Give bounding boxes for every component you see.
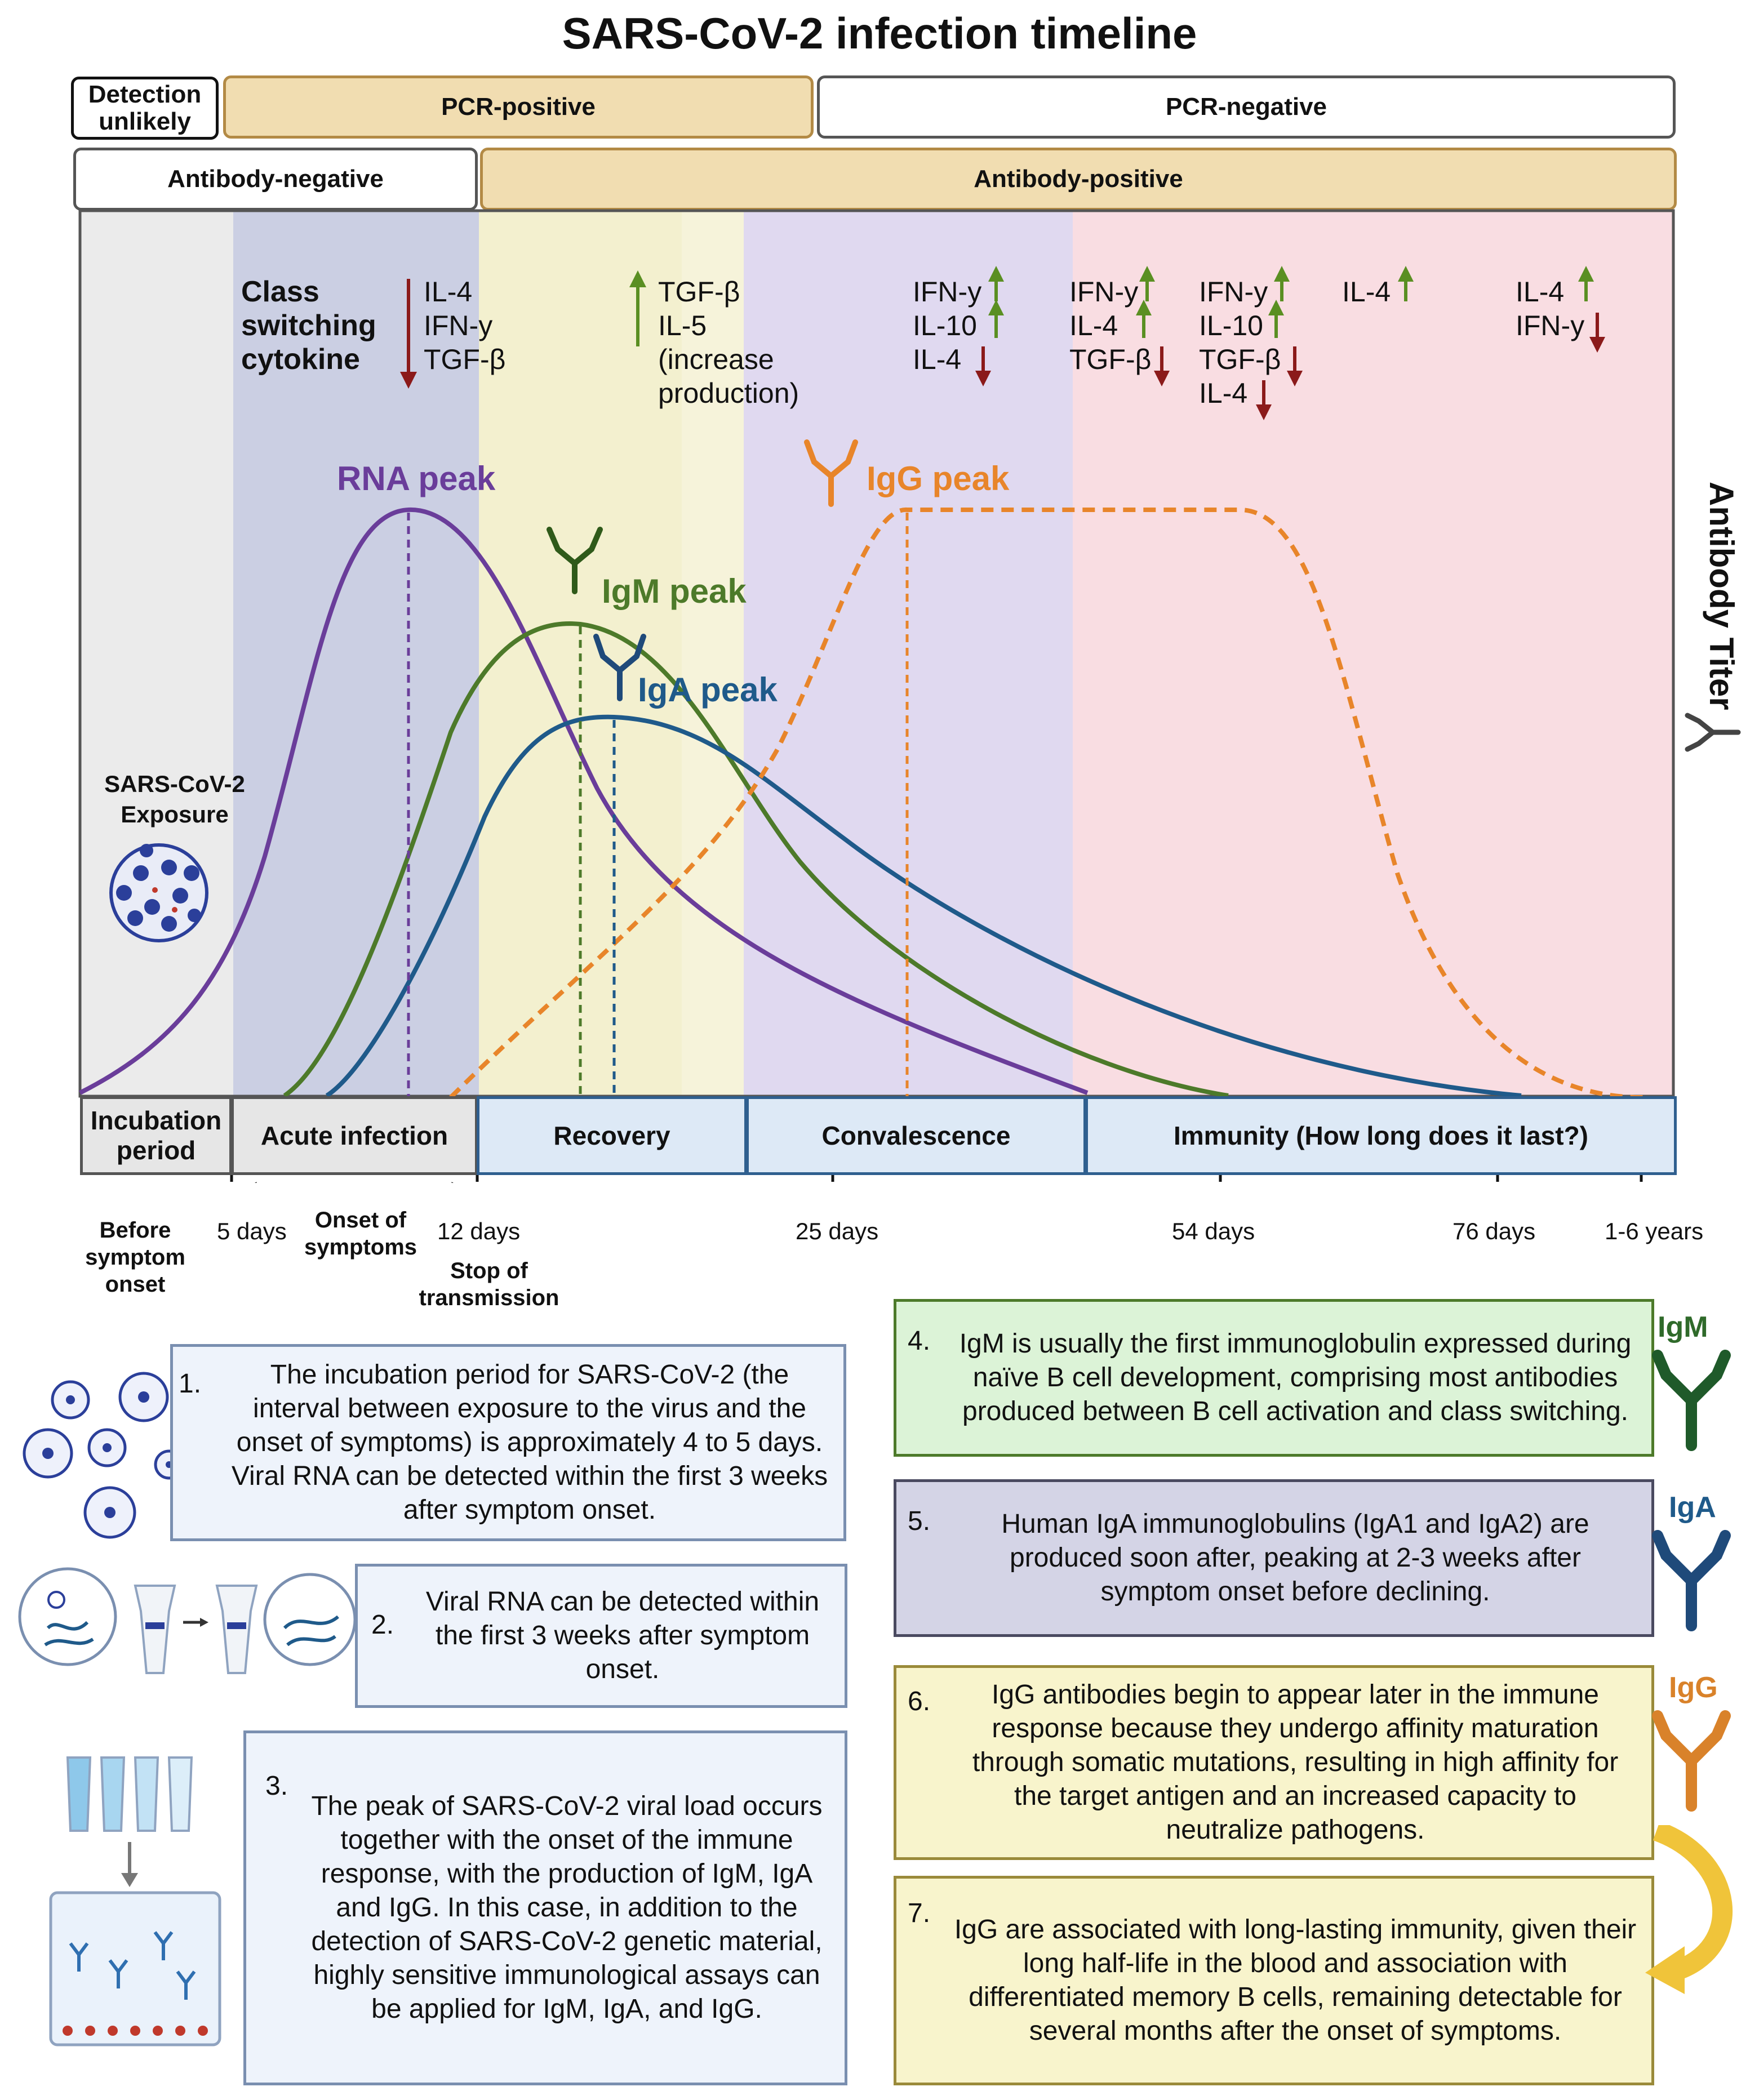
band-pcr-positive: PCR-positive: [223, 75, 814, 139]
igg-peak-label: IgG peak: [867, 460, 1010, 497]
rna-curve: [79, 507, 1089, 1095]
region-recovery-light: [682, 211, 744, 1096]
tick-label-76-days: 76 days: [1452, 1218, 1536, 1244]
tick-label-25-days: 25 days: [796, 1218, 879, 1244]
igg-side-icon: [1652, 1710, 1731, 1812]
igm-antibody-icon: [547, 527, 603, 594]
tick-label-12-days: 12 days: [437, 1218, 521, 1244]
band-detection-unlikely: Detection unlikely: [71, 77, 219, 140]
tick-label-years: 1-6 years: [1605, 1218, 1704, 1244]
igm-side-icon: [1652, 1350, 1731, 1451]
pcr-tube-icon: [18, 1567, 357, 1674]
cytokine-group-6: IL-4: [1342, 276, 1391, 308]
note-2: 2. Viral RNA can be detected within the …: [355, 1564, 847, 1708]
cytokine-group-1: IL-4 IFN-y TGF-β: [424, 276, 506, 375]
note-6: 6. IgG antibodies begin to appear later …: [894, 1665, 1654, 1860]
igg-side-label: IgG: [1669, 1671, 1718, 1704]
region-incubation: [80, 211, 233, 1096]
iga-side-icon: [1652, 1530, 1731, 1631]
exposure-label: SARS-CoV-2 Exposure: [104, 771, 245, 827]
rna-peak-label: RNA peak: [337, 460, 496, 497]
igm-peak-label: IgM peak: [602, 572, 747, 610]
phase-immunity: Immunity (How long does it last?): [1085, 1096, 1677, 1175]
tick-label-54-days: 54 days: [1172, 1218, 1255, 1244]
phase-acute: Acute infection: [231, 1096, 478, 1175]
note-1: 1. The incubation period for SARS-CoV-2 …: [170, 1344, 846, 1541]
y-axis-label: Antibody Titer: [1703, 482, 1740, 710]
cytokine-group-4: IFN-y IL-4 TGF-β: [1069, 276, 1152, 375]
region-immunity: [1073, 211, 1673, 1096]
iga-peak-label: IgA peak: [638, 671, 778, 709]
phase-incubation: Incubation period: [80, 1096, 232, 1175]
phase-convalescence: Convalescence: [746, 1096, 1086, 1175]
tick-label-before-onset: Before symptom onset: [85, 1218, 185, 1297]
cytokine-group-5: IFN-y IL-10 TGF-β IL-4: [1199, 276, 1281, 409]
tick-label-onset: Onset of symptoms: [304, 1208, 417, 1260]
cytokine-group-7: IL-4 IFN-y: [1516, 276, 1585, 341]
curved-arrow-icon: [1645, 1825, 1733, 1994]
iga-side-label: IgA: [1669, 1491, 1716, 1524]
iga-curve: [325, 714, 1522, 1098]
igm-side-label: IgM: [1658, 1311, 1708, 1343]
page-title: SARS-CoV-2 infection timeline: [562, 8, 1197, 58]
antibody-titer-icon: [1685, 713, 1741, 752]
region-acute: [233, 211, 479, 1096]
igg-antibody-icon: [804, 439, 858, 507]
band-antibody-negative: Antibody-negative: [73, 148, 478, 211]
iga-antibody-icon: [593, 634, 646, 701]
note-5: 5. Human IgA immunoglobulins (IgA1 and I…: [894, 1479, 1654, 1637]
elisa-plate-icon: [49, 1756, 221, 2046]
note-4: 4. IgM is usually the first immunoglobul…: [894, 1299, 1654, 1457]
note-3: 3. The peak of SARS-CoV-2 viral load occ…: [243, 1730, 847, 2085]
igm-curve: [283, 621, 1229, 1098]
note-7: 7. IgG are associated with long-lasting …: [894, 1876, 1654, 2085]
tick-label-stop: Stop of transmission: [419, 1258, 559, 1310]
cytokine-title: Class switching cytokine: [241, 275, 376, 376]
cytokine-group-2: TGF-β IL-5 (increase production): [658, 276, 799, 409]
timeline-chart: [78, 209, 1741, 1183]
phase-recovery: Recovery: [477, 1096, 747, 1175]
tick-label-5-days: 5 days: [217, 1218, 287, 1244]
band-pcr-negative: PCR-negative: [817, 75, 1676, 139]
virus-icon: [109, 843, 208, 942]
virus-cluster-icon: [23, 1372, 184, 1539]
cytokine-group-3: IFN-y IL-10 IL-4: [913, 276, 982, 375]
